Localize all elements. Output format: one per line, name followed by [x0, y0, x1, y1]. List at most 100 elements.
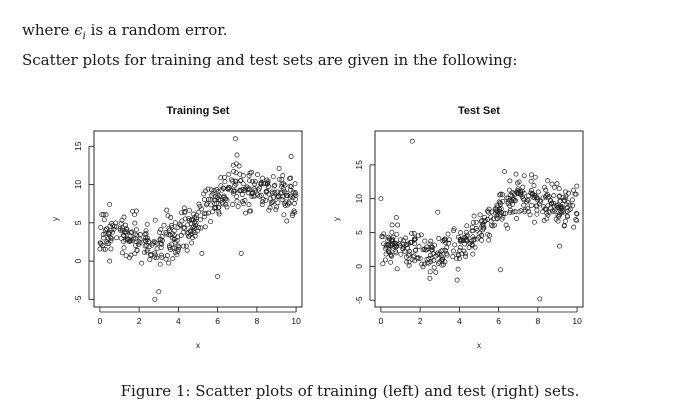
scatter-point — [152, 252, 158, 258]
scatter-point — [231, 191, 237, 197]
scatter-point — [548, 198, 554, 204]
scatter-point — [175, 248, 181, 254]
scatter-point — [211, 188, 217, 193]
scatter-point — [97, 240, 103, 246]
x-tick-label: 8 — [255, 316, 260, 326]
scatter-point — [454, 277, 460, 283]
scatter-point — [181, 243, 186, 249]
scatter-point — [389, 229, 395, 235]
scatter-point — [202, 224, 208, 230]
scatter-point — [279, 184, 285, 190]
scatter-point — [243, 210, 249, 216]
scatter-point — [249, 169, 255, 175]
scatter-point — [186, 215, 192, 221]
scatter-point — [147, 257, 153, 263]
scatter-point — [506, 187, 512, 193]
scatter-point — [158, 245, 164, 251]
scatter-point — [190, 228, 196, 234]
scatter-point — [216, 211, 222, 217]
scatter-point — [534, 194, 539, 200]
scatter-point — [293, 192, 299, 198]
scatter-point — [458, 230, 464, 236]
scatter-point — [180, 229, 186, 235]
scatter-point — [428, 244, 434, 250]
scatter-point — [388, 259, 394, 265]
scatter-point — [479, 233, 485, 238]
scatter-point — [265, 179, 271, 185]
scatter-point — [113, 220, 119, 226]
x-tick-label: 2 — [137, 316, 142, 326]
scatter-point — [233, 161, 239, 167]
scatter-point — [210, 191, 216, 197]
scatter-point — [550, 208, 555, 214]
scatter-point — [485, 231, 491, 237]
scatter-point — [540, 209, 546, 215]
scatter-point — [158, 227, 164, 233]
scatter-point — [532, 193, 538, 199]
scatter-point — [501, 211, 507, 217]
scatter-point — [505, 195, 511, 201]
scatter-point — [503, 210, 508, 216]
scatter-point — [453, 256, 459, 262]
scatter-point — [485, 209, 491, 215]
scatter-point — [132, 220, 138, 226]
scatter-point — [222, 196, 228, 202]
scatter-point — [123, 253, 129, 259]
scatter-point — [458, 238, 464, 244]
scatter-point — [189, 240, 195, 246]
epsilon-char: ϵ — [74, 21, 83, 39]
scatter-point — [255, 192, 261, 198]
scatter-point — [393, 250, 399, 256]
scatter-point — [567, 206, 573, 212]
scatter-point — [507, 178, 513, 184]
scatter-point — [514, 216, 520, 221]
scatter-point — [202, 197, 207, 203]
y-axis-label: y — [51, 217, 60, 221]
scatter-point — [152, 296, 158, 302]
scatter-point — [388, 243, 393, 249]
scatter-point — [522, 207, 528, 213]
scatter-point — [157, 261, 163, 267]
scatter-point — [562, 197, 568, 203]
scatter-point — [497, 192, 503, 198]
scatter-point — [150, 240, 156, 246]
scatter-point — [431, 265, 437, 271]
scatter-point — [108, 227, 114, 233]
scatter-point — [389, 222, 395, 228]
scatter-point — [106, 241, 112, 246]
scatter-point — [503, 222, 509, 228]
scatter-point — [245, 187, 251, 193]
scatter-point — [413, 247, 419, 253]
scatter-point — [510, 209, 516, 215]
x-axis-label: x — [477, 341, 481, 350]
scatter-point — [566, 207, 572, 213]
scatter-point — [455, 266, 461, 272]
scatter-point — [230, 202, 236, 207]
scatter-point — [240, 181, 246, 187]
scatter-point — [404, 241, 410, 247]
scatter-point — [415, 233, 421, 239]
scatter-point — [184, 247, 190, 253]
scatter-point — [428, 255, 434, 261]
scatter-point — [551, 200, 557, 206]
y-tick-label: 5 — [354, 230, 364, 235]
scatter-point — [507, 209, 513, 215]
scatter-point — [486, 237, 492, 243]
plot-frame — [374, 130, 584, 308]
scatter-point — [104, 226, 110, 232]
scatter-point — [108, 246, 114, 252]
scatter-point — [494, 213, 500, 219]
scatter-point — [109, 236, 114, 242]
scatter-point — [394, 266, 400, 272]
scatter-point — [246, 202, 252, 208]
y-tick-label: -5 — [354, 296, 364, 304]
scatter-point — [469, 224, 475, 230]
scatter-point — [104, 241, 110, 247]
scatter-point — [238, 250, 244, 256]
scatter-point — [467, 240, 473, 246]
scatter-point — [246, 185, 252, 191]
scatter-point — [133, 243, 139, 248]
scatter-point — [403, 242, 409, 248]
x-tick-label: 0 — [379, 316, 384, 326]
scatter-point — [282, 182, 288, 188]
